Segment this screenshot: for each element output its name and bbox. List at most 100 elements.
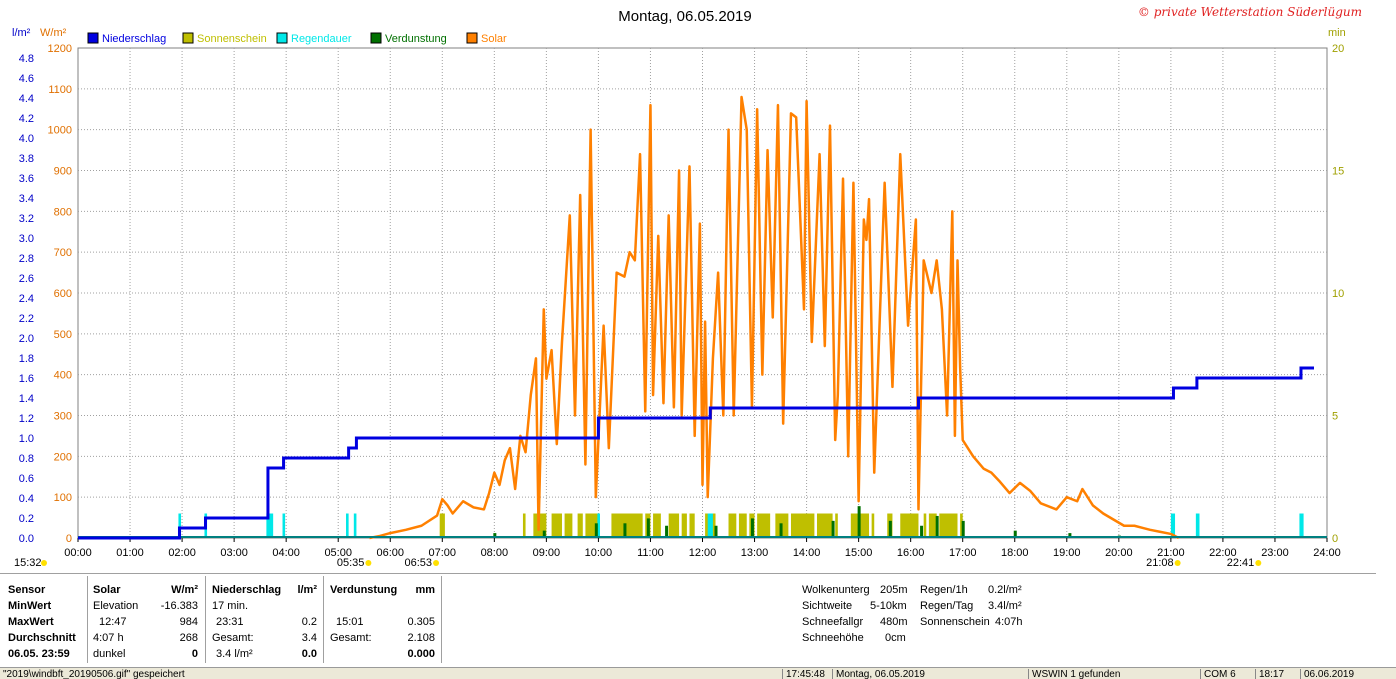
sun-marker-icon [1174,560,1181,566]
stats-solar-avg-time: 4:07 h [93,632,124,644]
stats-min-label: MinWert [8,600,52,612]
sunshine-bar [923,513,927,538]
precip-tick-label: 1.6 [19,373,34,385]
sonnenschein-value: 4:07h [995,616,1023,628]
sun-time-label: 22:41 [1227,557,1255,569]
status-date-label: Montag, 06.05.2019 [832,669,925,679]
x-tick-label: 19:00 [1053,547,1081,559]
x-tick-label: 00:00 [64,547,92,559]
evaporation-bar [935,515,939,538]
solar-tick-label: 900 [54,166,72,178]
rain-duration-bar [266,513,274,538]
rain-duration-bar [1299,513,1304,538]
stats-max-label: MaxWert [8,616,54,628]
x-tick-label: 21:00 [1157,547,1185,559]
regen1h-label: Regen/1h [920,584,968,596]
legend-swatch [370,32,382,44]
separator [205,576,206,663]
solar-line [369,95,1180,540]
legend-label: Solar [481,33,507,45]
rain-duration-bar [282,513,286,538]
status-bar: "2019\windbft_20190506.gif" gespeichert … [0,667,1396,679]
x-tick-label: 02:00 [168,547,196,559]
solar-tick-label: 0 [66,533,72,545]
legend-swatch [87,32,99,44]
status-clock: 18:17 [1255,669,1284,679]
precip-tick-label: 3.8 [19,153,34,165]
status-com: COM 6 [1200,669,1236,679]
solar-tick-label: 1000 [48,125,72,137]
x-tick-label: 07:00 [429,547,457,559]
wolken-label: Wolkenunterg [802,584,870,596]
sonnenschein-label: Sonnenschein [920,616,990,628]
x-tick-label: 14:00 [793,547,821,559]
sunshine-bar [668,513,680,538]
evaporation-bar [542,530,546,538]
stats-header-solar: Solar [93,584,121,596]
schneehoehe-label: Schneehöhe [802,632,864,644]
left-axis-unit: l/m² [12,27,31,39]
sunshine-bar [551,513,562,538]
evaporation-bar [857,506,861,538]
precip-tick-label: 0.2 [19,513,34,525]
minute-tick-label: 0 [1332,533,1338,545]
sunshine-bar [816,513,833,538]
sunshine-bar [900,513,919,538]
rain-duration-bar [1195,513,1200,538]
stats-nieder-avg-time: Gesamt: [212,632,254,644]
sunshine-bar [564,513,573,538]
stats-header-verd-unit: mm [415,584,435,596]
legend-swatch [276,32,288,44]
stats-header-nieder-unit: l/m² [297,584,317,596]
x-tick-label: 11:00 [637,547,664,559]
solar-tick-label: 1200 [48,43,72,55]
stats-verd-max-value: 0.305 [407,616,435,628]
stats-verd-avg-time: Gesamt: [330,632,372,644]
sunshine-bar [960,513,963,538]
solar-tick-label: 1100 [48,84,72,96]
evaporation-bar [623,523,627,538]
sunshine-bar [522,513,526,538]
x-tick-label: 18:00 [1001,547,1029,559]
sun-marker-icon [433,560,440,566]
rain-duration-bar [353,513,357,538]
stats-verd-last-value: 0.000 [407,648,435,660]
x-tick-label: 20:00 [1105,547,1133,559]
stats-nieder-min-time: 17 min. [212,600,249,612]
x-tick-label: 16:00 [897,547,925,559]
evaporation-bar [493,533,497,538]
regen1h-value: 0.2l/m² [988,584,1022,596]
precip-tick-label: 4.6 [19,73,34,85]
x-tick-label: 24:00 [1313,547,1341,559]
evaporation-bar [594,523,598,538]
precip-tick-label: 2.2 [19,313,34,325]
evaporation-bar [646,518,650,538]
x-tick-label: 08:00 [481,547,509,559]
evaporation-bar [888,520,892,538]
solar-tick-label: 400 [54,370,72,382]
stats-header-nieder: Niederschlag [212,584,282,596]
precip-tick-label: 1.2 [19,413,34,425]
precip-tick-label: 0.0 [19,533,34,545]
evaporation-bar [750,518,754,538]
evaporation-bar [1013,530,1017,538]
solar-tick-label: 200 [54,451,72,463]
x-tick-label: 12:00 [689,547,717,559]
stats-avg-label: Durchschnitt [8,632,76,644]
x-tick-label: 06:00 [376,547,404,559]
sun-time-label: 21:08 [1146,557,1174,569]
precipitation-line [78,366,1314,540]
minute-tick-label: 20 [1332,43,1344,55]
sunshine-bar [681,513,687,538]
stats-nieder-avg-value: 3.4 [301,632,317,644]
sun-marker-icon [1255,560,1262,566]
precip-tick-label: 0.6 [19,473,34,485]
stats-nieder-max-time: 23:31 [216,616,244,628]
stats-header-verd: Verdunstung [330,584,398,596]
stats-solar-avg-value: 268 [179,632,198,644]
regentag-value: 3.4l/m² [988,600,1022,612]
x-tick-label: 15:00 [845,547,873,559]
sunshine-bar [728,513,737,538]
solar-tick-label: 100 [54,492,72,504]
stats-solar-min-value: -16.383 [160,600,198,612]
